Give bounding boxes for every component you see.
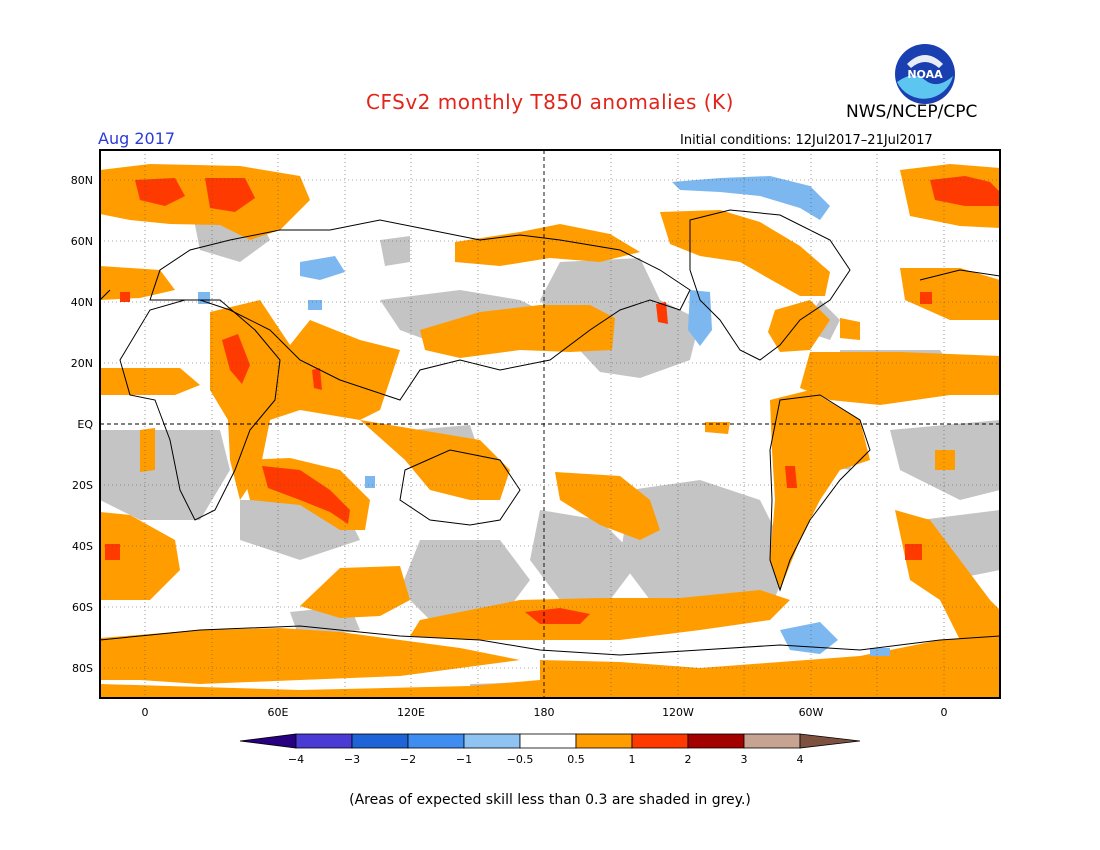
lat-label: 80N <box>71 174 93 187</box>
noaa-logo-text: NOAA <box>907 68 943 81</box>
colorbar-arrow-high <box>799 733 861 749</box>
colorbar-swatch <box>463 733 521 749</box>
colorbar-tick-label: 4 <box>797 753 804 766</box>
lat-label: 40S <box>72 540 93 553</box>
colorbar-tick-label: 3 <box>741 753 748 766</box>
colorbar-tick-label: −1 <box>456 753 472 766</box>
graticule <box>100 150 1000 698</box>
colorbar-tick-label: 2 <box>685 753 692 766</box>
lon-label: 120W <box>662 706 694 719</box>
map-title: CFSv2 monthly T850 anomalies (K) <box>366 90 734 114</box>
colorbar-tick-label: −2 <box>400 753 416 766</box>
lat-label: 40N <box>71 296 93 309</box>
lat-label: 60S <box>72 601 93 614</box>
lat-label: EQ <box>77 418 93 431</box>
noaa-logo: NOAA <box>895 44 955 104</box>
colorbar-swatch <box>631 733 689 749</box>
lon-label: 180 <box>534 706 555 719</box>
organization-label: NWS/NCEP/CPC <box>846 102 978 122</box>
colorbar-swatch <box>519 733 577 749</box>
lon-label: 60W <box>799 706 824 719</box>
initial-conditions: Initial conditions: 12Jul2017–21Jul2017 <box>680 133 933 148</box>
colorbar <box>239 733 861 749</box>
colorbar-swatch <box>743 733 801 749</box>
colorbar-tick-label: −3 <box>344 753 360 766</box>
colorbar-arrow-low <box>239 733 297 749</box>
longitude-labels: 0 60E 120E 180 120W 60W 0 <box>142 706 948 719</box>
lon-label: 0 <box>941 706 948 719</box>
skill-note: (Areas of expected skill less than 0.3 a… <box>349 792 751 808</box>
map-frame <box>99 149 1001 699</box>
colorbar-tick-label: 1 <box>629 753 636 766</box>
colorbar-tick-label: 0.5 <box>567 753 585 766</box>
colorbar-swatch <box>575 733 633 749</box>
lon-label: 60E <box>268 706 289 719</box>
forecast-month: Aug 2017 <box>98 129 176 148</box>
lat-label: 20N <box>71 357 93 370</box>
lon-label: 120E <box>397 706 425 719</box>
anomaly-neg-0.5-1 <box>198 176 890 656</box>
coastlines <box>100 209 1000 656</box>
anomaly-1-2 <box>105 176 1000 624</box>
colorbar-tick-labels: −4 −3 −2 −1 −0.5 0.5 1 2 3 4 <box>288 753 804 766</box>
colorbar-swatch <box>351 733 409 749</box>
anomaly-fields <box>100 150 1000 698</box>
colorbar-tick-label: −0.5 <box>507 753 534 766</box>
latitude-labels: 80N 60N 40N 20N EQ 20S 40S 60S 80S <box>71 174 94 675</box>
lat-label: 20S <box>72 479 93 492</box>
lat-label: 60N <box>71 235 93 248</box>
colorbar-tick-label: −4 <box>288 753 304 766</box>
colorbar-swatch <box>687 733 745 749</box>
lat-label: 80S <box>72 662 93 675</box>
colorbar-swatch <box>407 733 465 749</box>
colorbar-swatch <box>295 733 353 749</box>
equator-dateline <box>100 150 1000 698</box>
lon-label: 0 <box>142 706 149 719</box>
